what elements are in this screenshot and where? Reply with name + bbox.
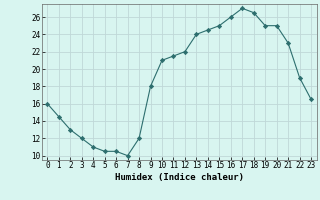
X-axis label: Humidex (Indice chaleur): Humidex (Indice chaleur) xyxy=(115,173,244,182)
